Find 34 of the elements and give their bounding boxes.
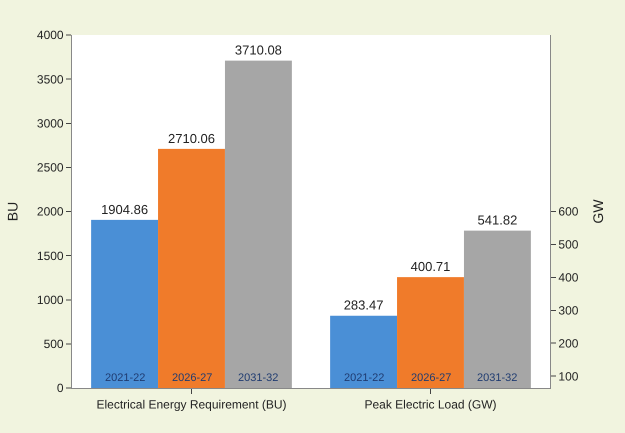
y-tick-label: 1000 [36, 292, 64, 307]
y2-tick-label: 400 [558, 270, 579, 285]
y-tick-label: 2000 [36, 204, 64, 219]
y2-tick-label: 500 [558, 238, 579, 252]
y-tick-label: 0 [56, 381, 64, 396]
y-axis-title: BU [4, 202, 20, 222]
series-label: 2021-22 [105, 372, 146, 384]
series-label: 2026-27 [411, 372, 452, 384]
y-tick-label: 2500 [36, 160, 64, 175]
data-label: 1904.86 [101, 202, 148, 217]
y-tick-label: 3500 [36, 72, 64, 86]
data-label: 400.71 [410, 259, 450, 274]
series-label: 2026-27 [172, 372, 212, 384]
y-tick-label: 500 [44, 337, 64, 352]
y2-tick-label: 100 [558, 369, 579, 384]
y2-tick-label: 200 [558, 336, 579, 350]
bar [158, 148, 225, 388]
bar [91, 220, 158, 388]
bar [224, 60, 292, 388]
data-label: 541.82 [478, 212, 518, 228]
series-label: 2021-22 [344, 372, 384, 384]
y-tick-label: 3000 [36, 116, 64, 130]
x-tick-label: Peak Electric Load (GW) [364, 397, 497, 412]
x-tick-label: Electrical Energy Requirement (BU) [96, 397, 287, 412]
y-tick-label: 4000 [36, 28, 64, 42]
data-label: 2710.06 [168, 130, 215, 146]
y-tick-label: 1500 [36, 248, 64, 263]
data-label: 3710.08 [234, 42, 282, 58]
series-label: 2031-32 [238, 372, 278, 384]
y2-tick-label: 600 [558, 204, 579, 219]
y2-axis-title: GW [590, 198, 606, 224]
data-label: 283.47 [344, 298, 384, 313]
y2-tick-label: 300 [558, 303, 579, 318]
series-label: 2031-32 [477, 372, 518, 384]
